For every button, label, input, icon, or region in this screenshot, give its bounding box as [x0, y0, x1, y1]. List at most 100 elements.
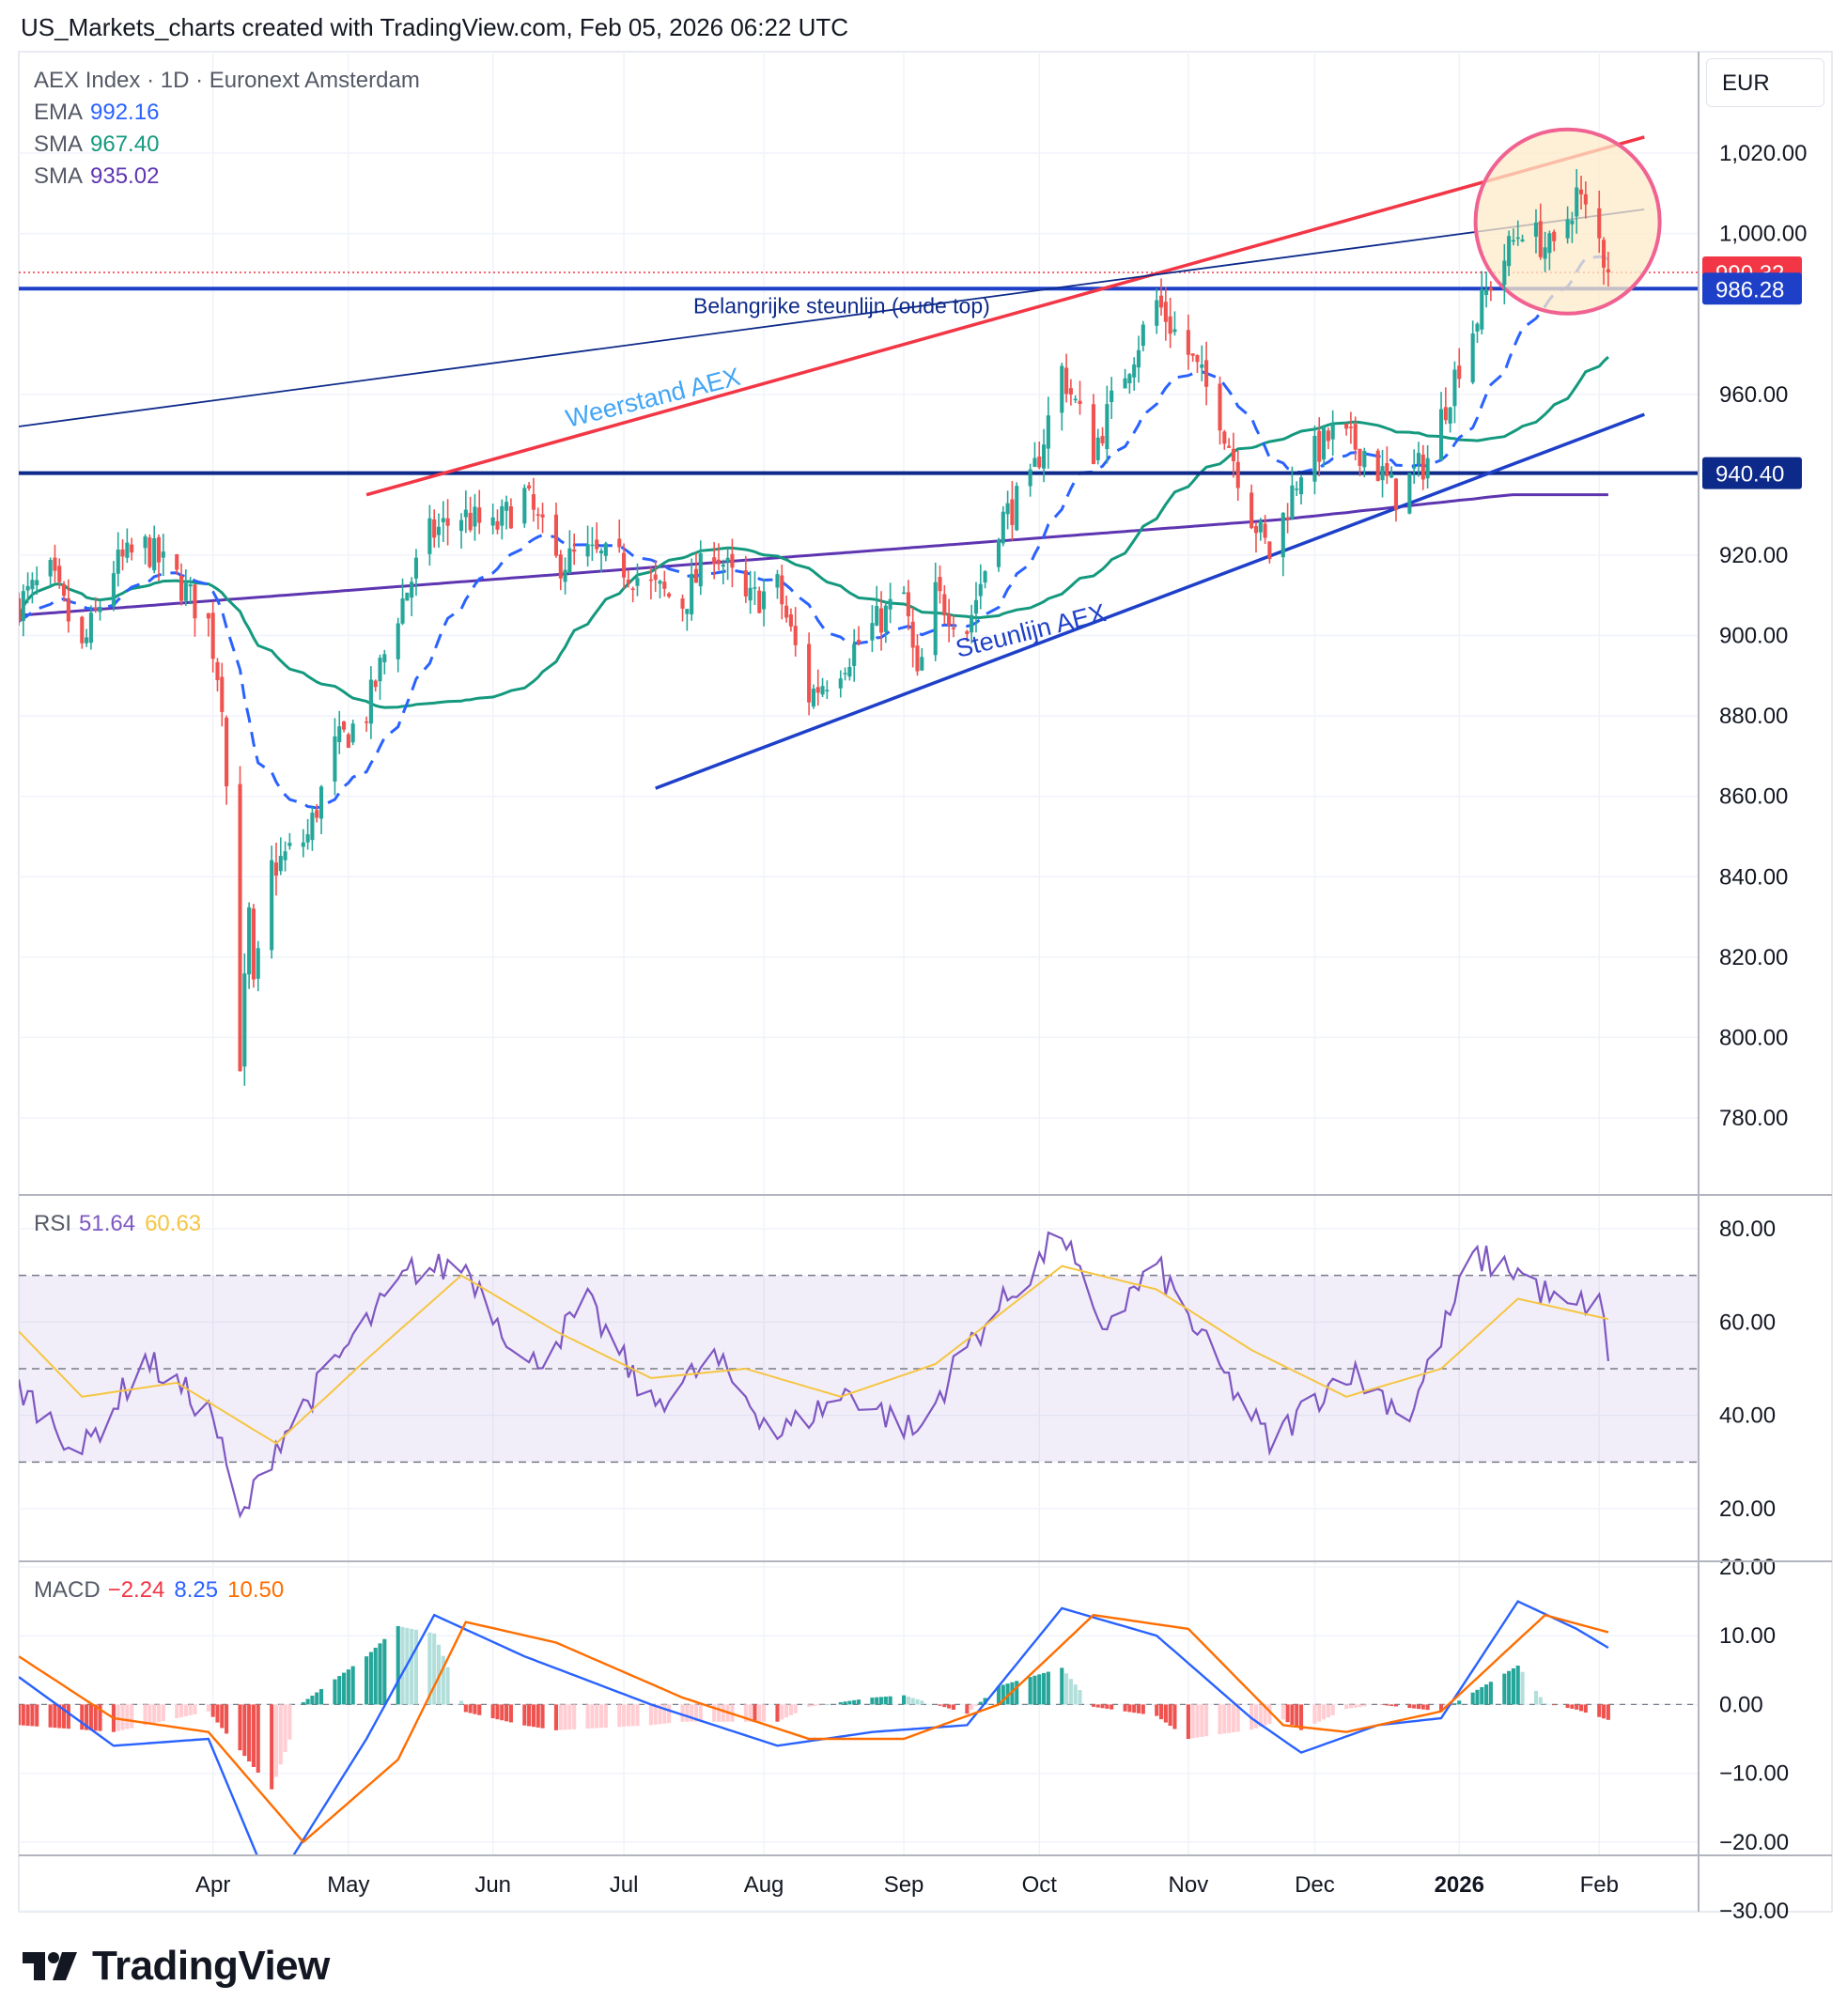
candle-body [1001, 511, 1005, 544]
macd-histogram-bar [315, 1692, 319, 1705]
macd-histogram-bar [1258, 1704, 1263, 1728]
macd-histogram-bar [30, 1704, 35, 1727]
candle-body [680, 598, 685, 609]
candle-body [35, 580, 39, 585]
macd-histogram-bar [1091, 1704, 1095, 1707]
candle-body [951, 628, 955, 629]
macd-histogram-bar [788, 1704, 793, 1715]
candle-body [1095, 437, 1100, 460]
candle-body [1385, 463, 1389, 476]
candle-body [1258, 520, 1263, 533]
candle-body [310, 813, 315, 841]
candle-body [1457, 365, 1462, 380]
candle-body [757, 590, 762, 613]
legend-macd: MACD −2.24 8.25 10.50 [34, 1577, 285, 1603]
macd-histogram-bar [337, 1676, 342, 1705]
candle-body [1480, 288, 1484, 330]
x-tick-label: Sep [884, 1872, 924, 1898]
macd-histogram-bar [441, 1655, 445, 1705]
candle-body [1046, 415, 1050, 449]
macd-histogram-bar [1570, 1704, 1575, 1709]
candle-body [238, 783, 242, 1072]
macd-histogram-bar [852, 1699, 857, 1705]
macd-histogram-bar [188, 1704, 193, 1715]
candle-body [648, 579, 653, 582]
candle-body [965, 630, 970, 634]
macd-histogram-bar [878, 1697, 884, 1705]
macd-histogram-bar [1267, 1704, 1272, 1725]
macd-histogram-bar [856, 1699, 861, 1705]
candle-body [19, 597, 22, 622]
macd-histogram-bar [175, 1704, 179, 1719]
candle-body [1375, 450, 1380, 481]
candle-body [906, 592, 910, 617]
y-tick-label: 900.00 [1719, 624, 1788, 649]
candle-body [1470, 333, 1475, 383]
candle-body [617, 538, 622, 548]
y-tick-label: 960.00 [1719, 382, 1788, 408]
candle-body [1064, 367, 1069, 395]
sma50-line [19, 355, 1609, 709]
candle-body [1420, 454, 1425, 480]
candle-body [1010, 499, 1015, 525]
candle-body [942, 594, 947, 616]
macd-histogram-bar [996, 1685, 1001, 1705]
candle-body [920, 657, 924, 671]
macd-histogram-bar [1068, 1679, 1073, 1705]
macd-histogram-bar [843, 1701, 847, 1705]
candle-body [1507, 236, 1512, 267]
rsi-band [19, 1274, 1699, 1464]
candle-body [1602, 240, 1606, 268]
price-tag-bg [1702, 272, 1802, 305]
x-tick-label: Jul [610, 1872, 639, 1898]
macd-histogram-bar [1438, 1704, 1444, 1712]
macd-lines [19, 1600, 1699, 1855]
candle-body [342, 721, 347, 730]
macd-histogram-bar [807, 1704, 812, 1707]
candle-body [947, 614, 952, 626]
candle-body [852, 644, 857, 667]
candle-body [337, 726, 342, 742]
macd-histogram-bar [1420, 1704, 1425, 1710]
macd-histogram-bar [396, 1625, 400, 1705]
candle-body [508, 505, 513, 529]
macd-histogram-bar [210, 1704, 215, 1717]
candle-body [567, 548, 572, 573]
macd-histogram-bar [653, 1704, 658, 1725]
macd-histogram-bar [1515, 1666, 1520, 1705]
candle-body [156, 536, 162, 563]
candle-body [712, 557, 717, 565]
currency-selector[interactable]: EUR [1706, 58, 1824, 107]
price-tag-bg [1702, 457, 1802, 489]
macd-histogram-bar [1042, 1672, 1047, 1705]
trend-line [365, 135, 1645, 497]
macd-histogram-bar [477, 1704, 482, 1715]
candle-body [870, 623, 875, 641]
candle-body [535, 514, 540, 516]
candle-body [1042, 444, 1047, 469]
axes: Apr May Jun Jul Aug Sep Oct Nov Dec 2026 Feb 1,020.… [19, 52, 1832, 1924]
sma200-line [19, 493, 1608, 617]
candle-body [468, 512, 473, 531]
candle-body [838, 678, 843, 689]
macd-histogram-bar [1186, 1704, 1190, 1739]
macd-histogram-bar [365, 1656, 369, 1705]
macd-histogram-bar [585, 1704, 590, 1729]
rsi-line [19, 1231, 1609, 1519]
macd-histogram-bar [1078, 1690, 1082, 1705]
macd-histogram-bar [88, 1704, 93, 1730]
candle-body [653, 574, 658, 581]
macd-histogram-bar [1028, 1677, 1032, 1705]
candle-body [595, 539, 599, 550]
macd-histogram-bar [504, 1704, 509, 1722]
candle-body [1204, 360, 1209, 387]
trend-lines[interactable] [19, 135, 1699, 790]
macd-histogram-bar [251, 1704, 256, 1767]
brand-logo[interactable]: TradingView [23, 1943, 330, 1990]
candle-body [445, 518, 450, 526]
candle-body [1578, 189, 1584, 194]
macd-histogram-bar [1502, 1673, 1507, 1705]
y-tick-label: 820.00 [1719, 945, 1788, 970]
candle-body [1123, 378, 1127, 389]
